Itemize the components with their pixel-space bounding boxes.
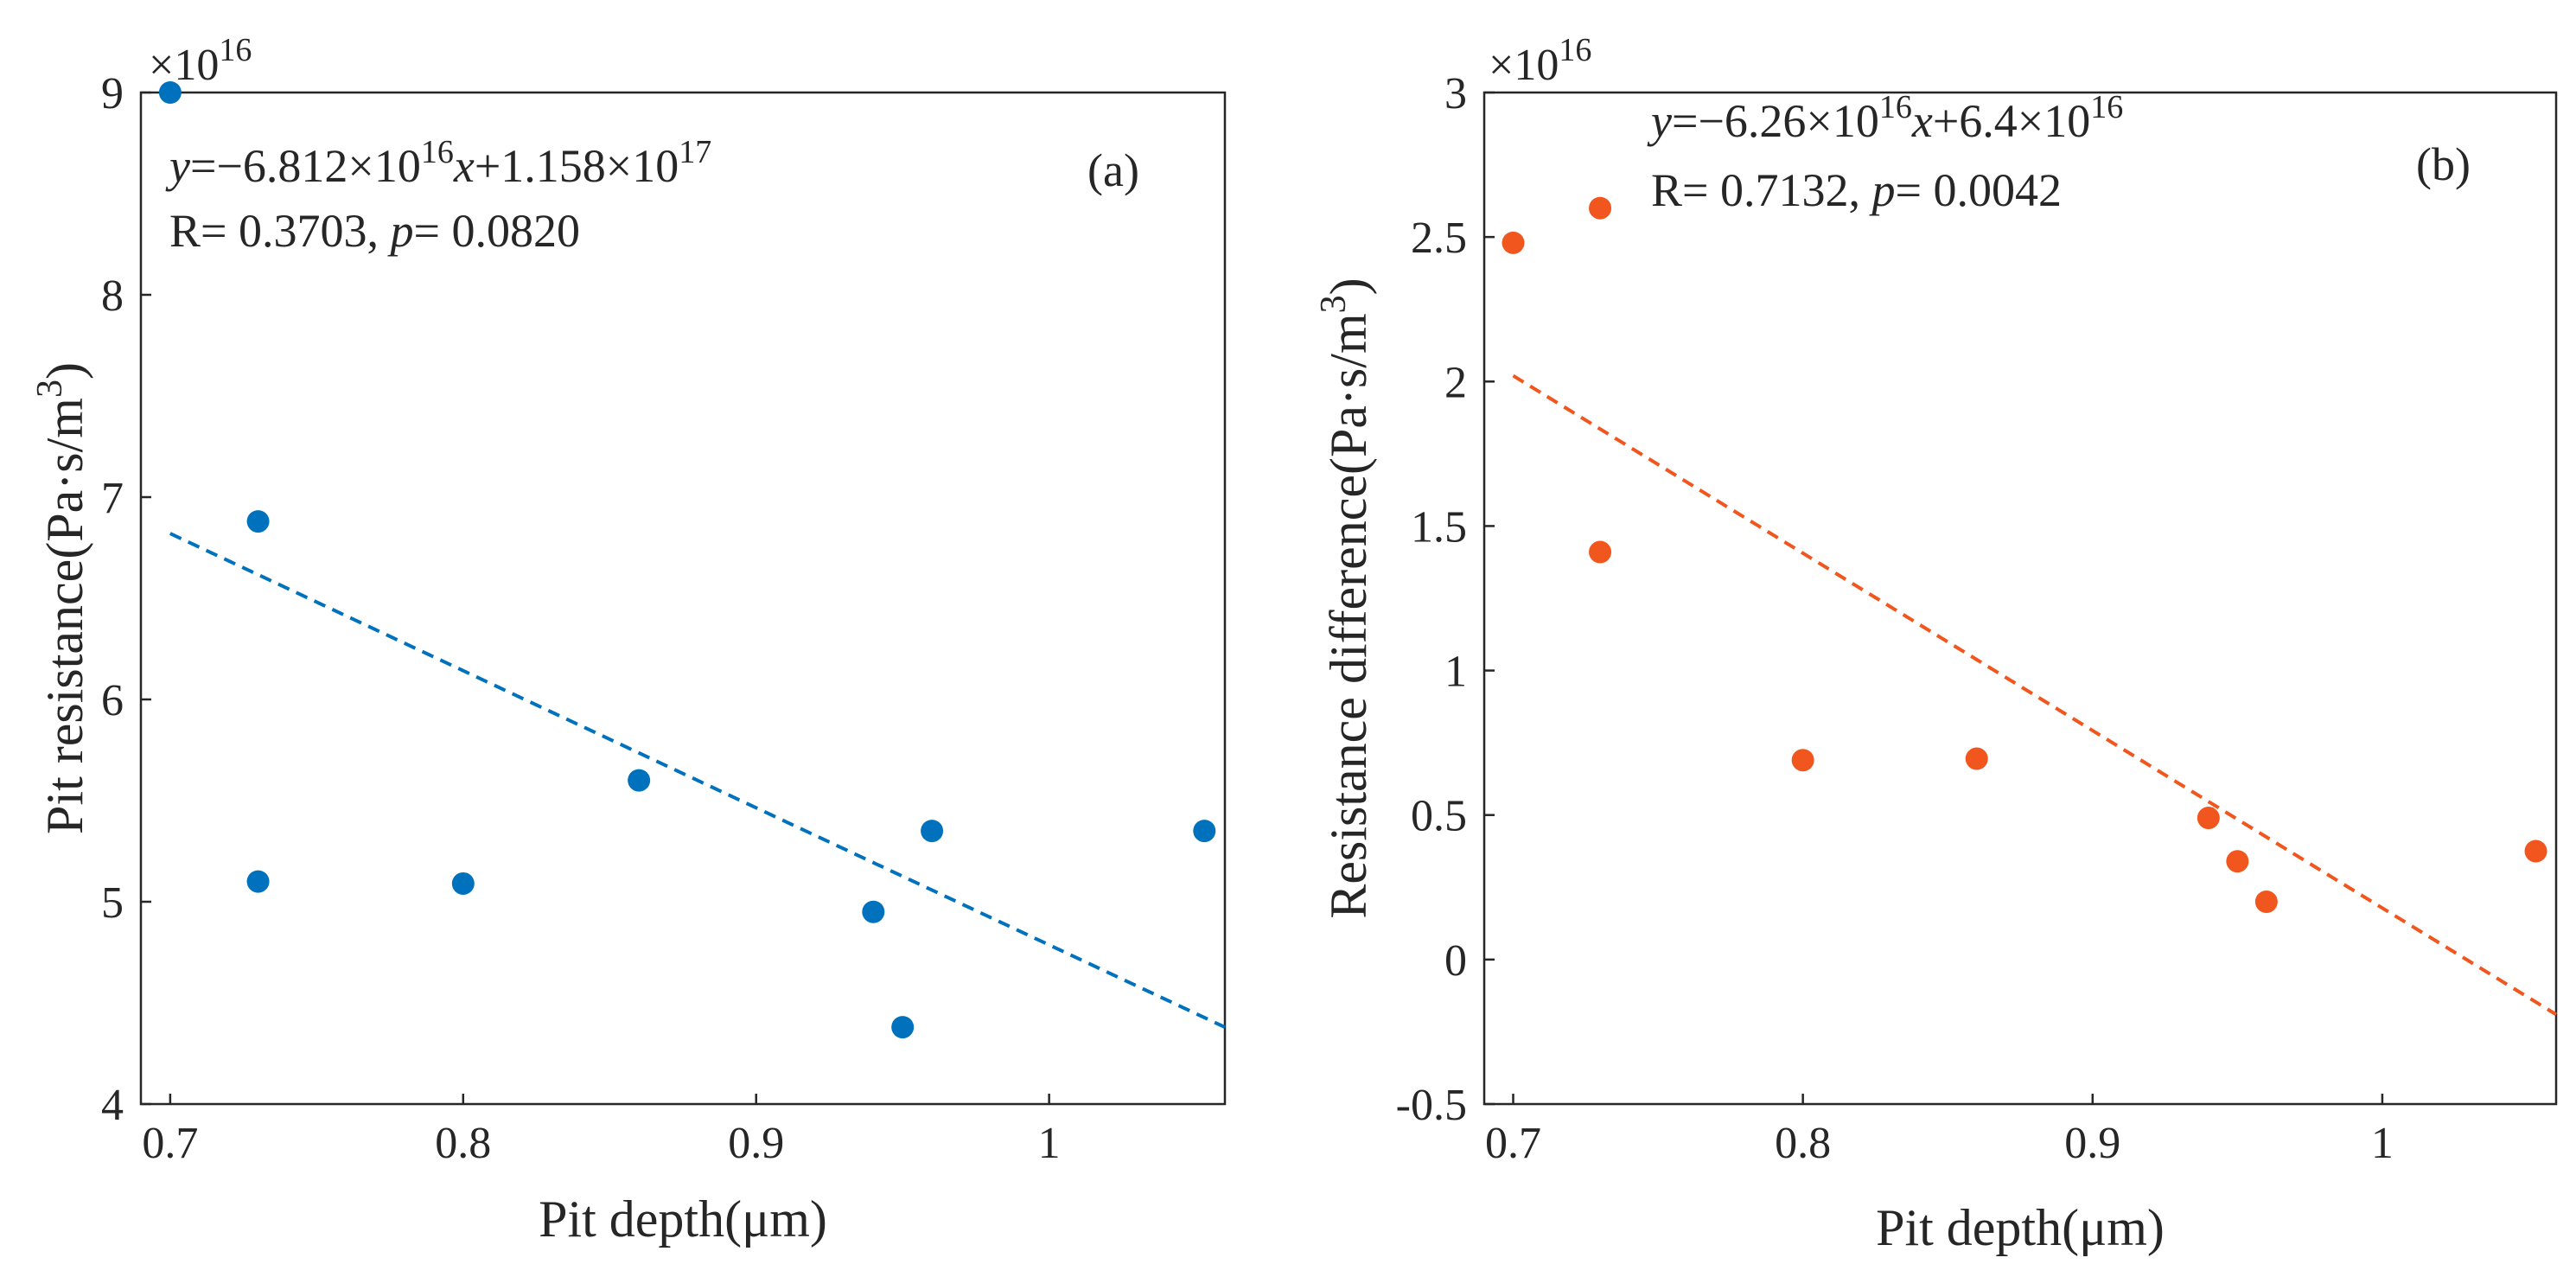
panel-a-eq-y: y <box>165 140 190 192</box>
panel-b-data-point <box>1965 747 1988 770</box>
panel-b-y-tick-label: -0.5 <box>1396 1081 1467 1130</box>
panel-b-r-value: R= 0.7132, p= 0.0042 <box>1651 164 2062 216</box>
panel-a-data-point <box>891 1016 915 1039</box>
panel-b-y-exponent-power: 16 <box>1559 32 1591 68</box>
panel-a-data-point <box>862 900 885 923</box>
panel-a-y-tick-label: 5 <box>101 878 124 928</box>
panel-a-r-text: R= 0.3703, <box>169 205 390 257</box>
panel-a-y-tick-label: 4 <box>101 1081 124 1130</box>
panel-b-data-point <box>1791 749 1814 772</box>
panel-b-data-point <box>1589 196 1612 220</box>
panel-b-data-point <box>2197 807 2220 830</box>
panel-b-x-tick-label: 1 <box>2371 1119 2394 1168</box>
panel-b: 0.7 0.8 0.9 1 -0.500.511.522.53 ×1016 (b) y… <box>1314 32 2558 1256</box>
panel-a-eq-slope-exp: 16 <box>421 134 454 170</box>
panel-b-data-point <box>1589 540 1612 564</box>
panel-a-x-tick-label: 0.9 <box>728 1119 784 1168</box>
panel-b-y-label-main: Resistance difference(Pa·s/m <box>1320 313 1377 918</box>
panel-b-equation: y=−6.26×1016x+6.4×1016 <box>1647 89 2123 147</box>
panel-b-x-axis-label: Pit depth(μm) <box>1876 1199 2165 1256</box>
panel-b-x-tick-label: 0.8 <box>1775 1119 1831 1168</box>
panel-a-y-exponent-power: 16 <box>219 32 252 68</box>
panel-a-eq-intercept-exp: 17 <box>679 134 711 170</box>
panel-b-eq-intercept: +6.4×10 <box>1933 95 2090 147</box>
panel-a-data-point <box>1193 820 1216 843</box>
panel-b-data-point <box>2254 891 2278 913</box>
panel-a-y-tick-label: 7 <box>101 474 124 523</box>
panel-a-data-point <box>628 769 651 792</box>
panel-a-axes-box <box>139 91 1227 1106</box>
panel-a-data-point <box>451 871 475 895</box>
panel-b-y-tick-label: 1.5 <box>1411 502 1467 552</box>
panel-a-data-point <box>246 870 270 893</box>
panel-a-p-text: = 0.0820 <box>413 205 579 257</box>
panel-b-y-tick-label: 3 <box>1444 69 1467 118</box>
panel-a-eq-intercept: +1.158×10 <box>475 140 679 192</box>
panel-a-data-point <box>158 81 182 104</box>
panel-b-r-text: R= 0.7132, <box>1651 164 1871 216</box>
panel-a-y-label-main: Pit resistance(Pa·s/m <box>36 398 93 834</box>
panel-a-y-axis-label: Pit resistance(Pa·s/m3) <box>30 362 93 834</box>
panel-a-y-tick-label: 9 <box>101 69 124 118</box>
panel-b-data-point <box>1502 231 1525 254</box>
panel-b-points <box>1502 196 2547 913</box>
panel-b-p-symbol: p <box>1868 164 1895 216</box>
panel-a-r-value: R= 0.3703, p= 0.0820 <box>169 205 580 257</box>
panel-b-y-ticks: -0.5 0 0.5 1 1.5 2 2.5 3 <box>1396 69 1495 1130</box>
panel-b-label: (b) <box>2416 138 2471 190</box>
panel-b-eq-intercept-exp: 16 <box>2090 89 2123 125</box>
panel-a-y-label-close: ) <box>36 362 93 380</box>
panel-b-y-tick-label: 2 <box>1444 358 1467 407</box>
panel-b-y-tick-label: 0 <box>1444 936 1467 986</box>
panel-a-eq-x: x <box>453 140 475 192</box>
panel-b-y-label-sup: 3 <box>1314 295 1354 313</box>
panel-a-data-point <box>921 820 944 843</box>
panel-b-eq-x: x <box>1911 95 1933 147</box>
panel-a-label: (a) <box>1087 144 1139 196</box>
panel-b-eq-slope: =−6.26×10 <box>1672 95 1879 147</box>
panel-b-eq-slope-exp: 16 <box>1879 89 1912 125</box>
panel-b-y-axis-label: Resistance difference(Pa·s/m3) <box>1314 278 1377 918</box>
panel-b-x-ticks: 0.7 0.8 0.9 1 <box>1485 1094 2394 1168</box>
panel-a-data-point <box>246 510 270 533</box>
panel-a-x-axis-label: Pit depth(μm) <box>539 1191 827 1248</box>
panel-a-x-tick-label: 0.7 <box>142 1119 198 1168</box>
panel-a-y-exponent-base: ×10 <box>149 41 219 90</box>
panel-a-x-tick-label: 0.8 <box>435 1119 491 1168</box>
panel-a-p-symbol: p <box>386 205 413 257</box>
panel-a-eq-slope: =−6.812×10 <box>190 140 421 192</box>
panel-b-data-point <box>2524 839 2547 863</box>
panel-b-y-tick-label: 0.5 <box>1411 792 1467 841</box>
panel-a-x-ticks: 0.7 0.8 0.9 1 <box>142 1094 1061 1168</box>
panel-a-equation: y=−6.812×1016x+1.158×1017 <box>165 134 711 192</box>
panel-b-x-tick-label: 0.9 <box>2064 1119 2120 1168</box>
panel-a-y-tick-label: 6 <box>101 676 124 725</box>
panel-b-y-exponent-base: ×10 <box>1489 41 1559 90</box>
panel-b-y-tick-label: 1 <box>1444 648 1467 697</box>
panel-a-y-label-sup: 3 <box>30 380 70 398</box>
panel-b-fit-line <box>1512 373 2558 1017</box>
panel-b-eq-y: y <box>1647 95 1672 147</box>
panel-b-p-text: = 0.0042 <box>1895 164 2061 216</box>
panel-a-y-ticks: 4 5 6 7 8 9 <box>101 69 151 1130</box>
panel-b-axes-box <box>1482 91 2558 1106</box>
panel-b-x-tick-label: 0.7 <box>1485 1119 1541 1168</box>
panel-b-y-tick-label: 2.5 <box>1411 214 1467 263</box>
panel-b-y-exponent: ×1016 <box>1489 32 1591 90</box>
panel-a-fit-line <box>169 532 1226 1029</box>
panel-a-y-tick-label: 8 <box>101 271 124 321</box>
panel-a-x-tick-label: 1 <box>1038 1119 1061 1168</box>
panel-b-y-label-close: ) <box>1320 278 1377 295</box>
panel-a-points <box>158 81 1216 1039</box>
panel-a-y-exponent: ×1016 <box>149 32 252 90</box>
panel-b-data-point <box>2226 850 2249 873</box>
